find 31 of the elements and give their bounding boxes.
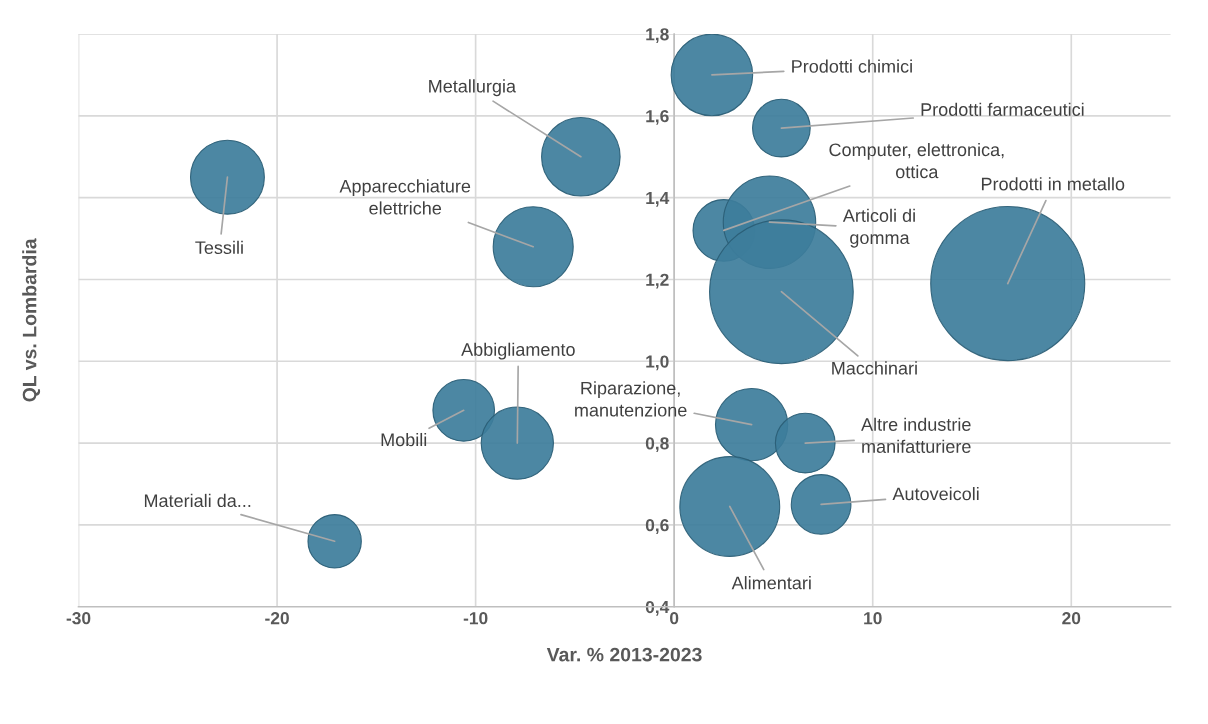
y-tick-label: 0,8 (645, 437, 669, 453)
x-tick-label: -30 (66, 612, 91, 625)
annotation: Abbigliamento (461, 342, 575, 360)
x-tick-label: -10 (463, 612, 488, 625)
annotation: Macchinari (832, 361, 917, 375)
annotation: Apparecchiature elettriche (339, 179, 471, 215)
annotation: Autoveicoli (892, 487, 979, 501)
annotation: Tessili (195, 240, 243, 255)
annotation: Materiali da... (144, 493, 251, 508)
annotation: Altre industrie manifatturiere (861, 417, 971, 453)
y-tick-label: 1,4 (646, 192, 670, 207)
y-tick-label: 1,0 (646, 355, 669, 371)
x-axis-title: Var. % 2013-2023 (546, 647, 702, 662)
annotation: Prodotti farmaceutici (921, 102, 1084, 116)
y-tick-label: 1,2 (646, 273, 669, 289)
annotation: Metallurgia (429, 79, 517, 97)
x-tick-label: 10 (864, 612, 882, 625)
y-axis-title: QL vs. Lombardia (22, 238, 41, 402)
x-tick-label: -20 (265, 612, 289, 625)
annotation: Computer, elettronica, ottica (829, 142, 1004, 179)
annotation: Mobili (381, 432, 427, 447)
x-tick-label: 20 (1062, 612, 1081, 625)
y-tick-label: 1,6 (646, 110, 669, 125)
annotation: Alimentari (731, 576, 811, 590)
annotation: Articoli di gomma (842, 208, 915, 248)
y-tick-label: 1,8 (646, 28, 669, 44)
annotation: Prodotti in metallo (981, 177, 1125, 191)
annotation: Prodotti chimici (792, 59, 912, 73)
y-tick-label: 0,6 (645, 519, 669, 534)
x-tick-label: 0 (670, 612, 679, 625)
annotation: Riparazione, manutenzione (575, 381, 687, 417)
